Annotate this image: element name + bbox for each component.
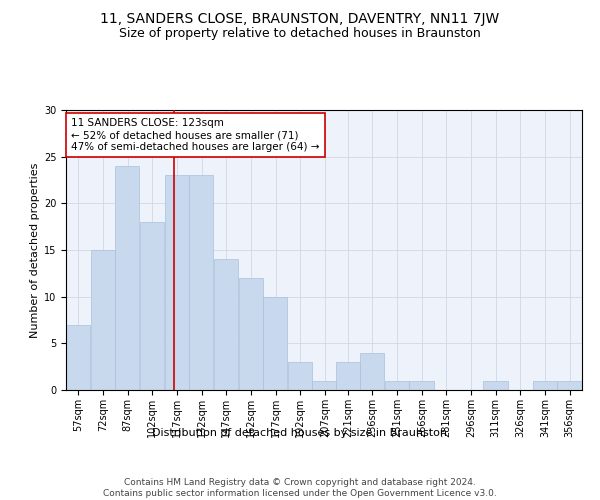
- Text: Contains HM Land Registry data © Crown copyright and database right 2024.
Contai: Contains HM Land Registry data © Crown c…: [103, 478, 497, 498]
- Bar: [214, 260, 238, 390]
- Bar: [189, 176, 214, 390]
- Bar: [91, 250, 115, 390]
- Bar: [140, 222, 164, 390]
- Bar: [239, 278, 263, 390]
- Bar: [484, 380, 508, 390]
- Bar: [335, 362, 359, 390]
- Bar: [313, 380, 337, 390]
- Bar: [115, 166, 139, 390]
- Bar: [263, 296, 287, 390]
- Y-axis label: Number of detached properties: Number of detached properties: [29, 162, 40, 338]
- Bar: [533, 380, 557, 390]
- Bar: [360, 352, 385, 390]
- Text: Size of property relative to detached houses in Braunston: Size of property relative to detached ho…: [119, 28, 481, 40]
- Text: 11, SANDERS CLOSE, BRAUNSTON, DAVENTRY, NN11 7JW: 11, SANDERS CLOSE, BRAUNSTON, DAVENTRY, …: [100, 12, 500, 26]
- Bar: [164, 176, 189, 390]
- Bar: [288, 362, 312, 390]
- Bar: [385, 380, 409, 390]
- Text: 11 SANDERS CLOSE: 123sqm
← 52% of detached houses are smaller (71)
47% of semi-d: 11 SANDERS CLOSE: 123sqm ← 52% of detach…: [71, 118, 320, 152]
- Bar: [66, 324, 90, 390]
- Text: Distribution of detached houses by size in Braunston: Distribution of detached houses by size …: [152, 428, 448, 438]
- Bar: [409, 380, 434, 390]
- Bar: [557, 380, 581, 390]
